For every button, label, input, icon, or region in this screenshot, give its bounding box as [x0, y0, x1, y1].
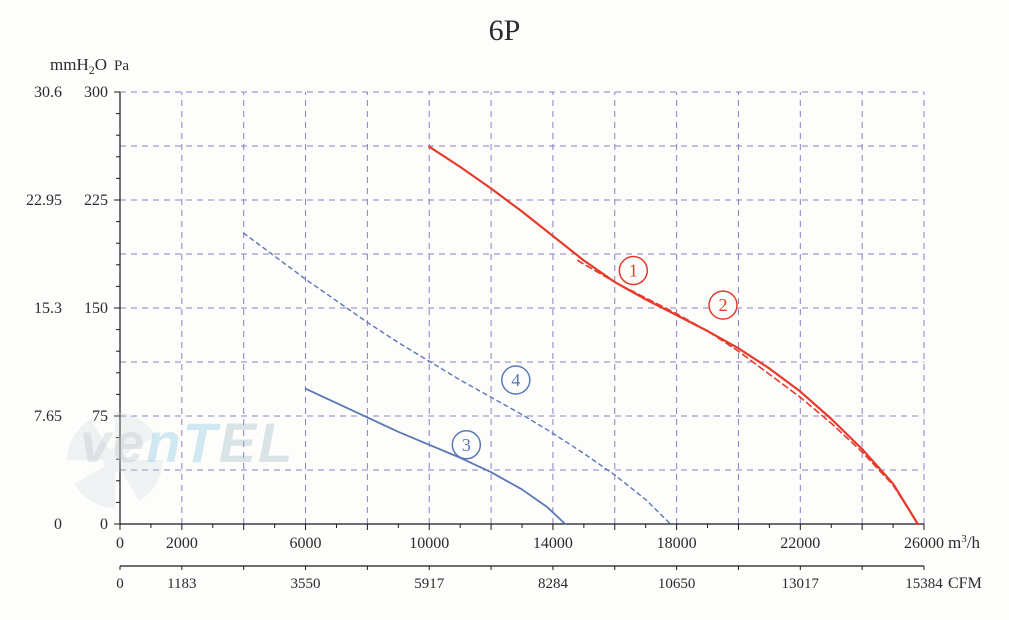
x-tick-label-m3h: 22000 [780, 535, 820, 552]
curve-1 [429, 147, 918, 524]
x-tick-label-cfm: 5917 [414, 576, 445, 592]
x-tick-label-m3h: 14000 [533, 535, 573, 552]
x-tick-label-m3h: 10000 [409, 535, 449, 552]
x-tick-label-cfm: 10650 [658, 576, 696, 592]
x-tick-label-m3h: 18000 [657, 535, 697, 552]
y-tick-label-pa: 75 [92, 408, 108, 425]
y-tick-label-mmh2o: 0 [54, 516, 62, 533]
x-tick-label-m3h: 0 [116, 535, 124, 552]
y-tick-label-pa: 150 [84, 300, 108, 317]
y-tick-label-pa: 225 [84, 192, 108, 209]
curve-label-2: 2 [719, 295, 728, 315]
x-axis-label-m3h: m3/h [948, 533, 980, 552]
x-tick-label-cfm: 8284 [538, 576, 569, 592]
chart-container: 6P00757.6515015.322522.9530030.6mmH2OPa0… [0, 0, 1009, 620]
y-axis-label-mmh2o: mmH2O [50, 55, 107, 77]
curve-2 [578, 260, 918, 524]
x-tick-label-cfm: 1183 [167, 576, 196, 592]
curve-label-4: 4 [511, 370, 520, 390]
chart-title: 6P [489, 14, 521, 47]
curve-label-1: 1 [629, 261, 638, 281]
y-tick-label-mmh2o: 7.65 [34, 408, 62, 425]
curve-3 [306, 389, 566, 524]
y-tick-label-mmh2o: 22.95 [26, 192, 62, 209]
y-tick-label-mmh2o: 30.6 [34, 84, 62, 101]
x-tick-label-cfm: 13017 [782, 576, 820, 592]
curve-label-3: 3 [462, 435, 471, 455]
y-tick-label-pa: 300 [84, 84, 108, 101]
performance-chart: 6P00757.6515015.322522.9530030.6mmH2OPa0… [0, 0, 1009, 620]
x-tick-label-m3h: 26000 [904, 535, 944, 552]
x-tick-label-cfm: 3550 [291, 576, 321, 592]
y-axis-label-pa: Pa [114, 58, 129, 74]
x-tick-label-m3h: 2000 [166, 535, 198, 552]
x-tick-label-cfm: 0 [116, 576, 124, 592]
x-tick-label-cfm: 15384 [905, 576, 943, 592]
x-axis-label-cfm: CFM [948, 575, 982, 592]
x-tick-label-m3h: 6000 [290, 535, 322, 552]
y-tick-label-mmh2o: 15.3 [34, 300, 62, 317]
y-tick-label-pa: 0 [100, 516, 108, 533]
